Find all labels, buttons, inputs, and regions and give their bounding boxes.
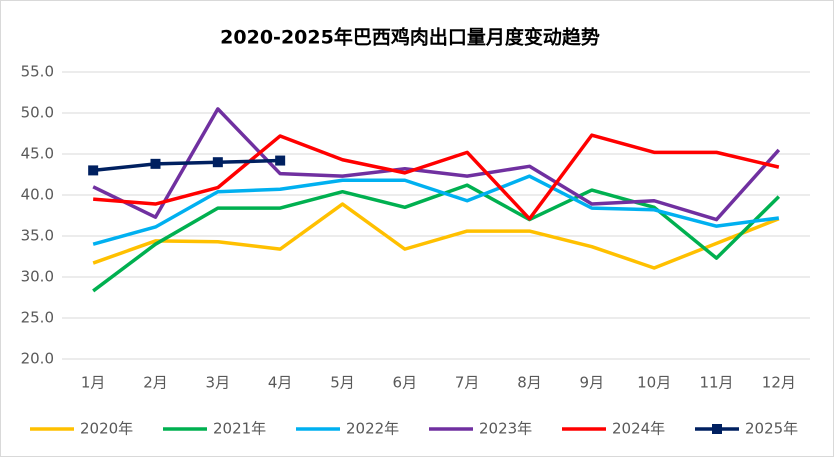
chart-title: 2020-2025年巴西鸡肉出口量月度变动趋势 [220, 26, 600, 49]
series-line [93, 133, 780, 221]
legend-label: 2025年 [745, 420, 798, 438]
x-tick-label: 10月 [637, 374, 671, 392]
series-line [92, 158, 281, 173]
marker [275, 155, 286, 166]
legend-label: 2020年 [80, 420, 133, 438]
series-line [92, 202, 780, 270]
x-tick-label: 11月 [699, 374, 733, 392]
y-tick-label: 45.0 [21, 145, 54, 163]
x-tick-label: 9月 [580, 374, 605, 392]
x-tick-label: 12月 [762, 374, 796, 392]
series-line [92, 183, 781, 293]
x-tick-label: 5月 [330, 374, 355, 392]
x-tick-label: 4月 [268, 374, 293, 392]
marker [212, 157, 223, 168]
legend-label: 2023年 [479, 420, 532, 438]
legend-label: 2022年 [346, 420, 399, 438]
x-tick-label: 7月 [455, 374, 480, 392]
x-tick-label: 1月 [81, 374, 106, 392]
marker [88, 165, 99, 176]
y-tick-label: 40.0 [21, 186, 54, 204]
y-tick-label: 30.0 [21, 268, 54, 286]
marker [150, 158, 161, 169]
y-tick-label: 35.0 [21, 227, 54, 245]
legend-label: 2021年 [213, 420, 266, 438]
series-line [92, 107, 781, 222]
y-tick-label: 55.0 [21, 63, 54, 81]
x-tick-label: 8月 [517, 374, 542, 392]
legend-label: 2024年 [612, 420, 665, 438]
legend-marker [712, 424, 722, 434]
x-tick-label: 3月 [206, 374, 231, 392]
y-tick-label: 25.0 [21, 309, 54, 327]
y-tick-label: 20.0 [21, 350, 54, 368]
x-tick-label: 2月 [143, 374, 168, 392]
x-tick-label: 6月 [393, 374, 418, 392]
y-tick-label: 50.0 [21, 104, 54, 122]
series-line [92, 174, 780, 246]
